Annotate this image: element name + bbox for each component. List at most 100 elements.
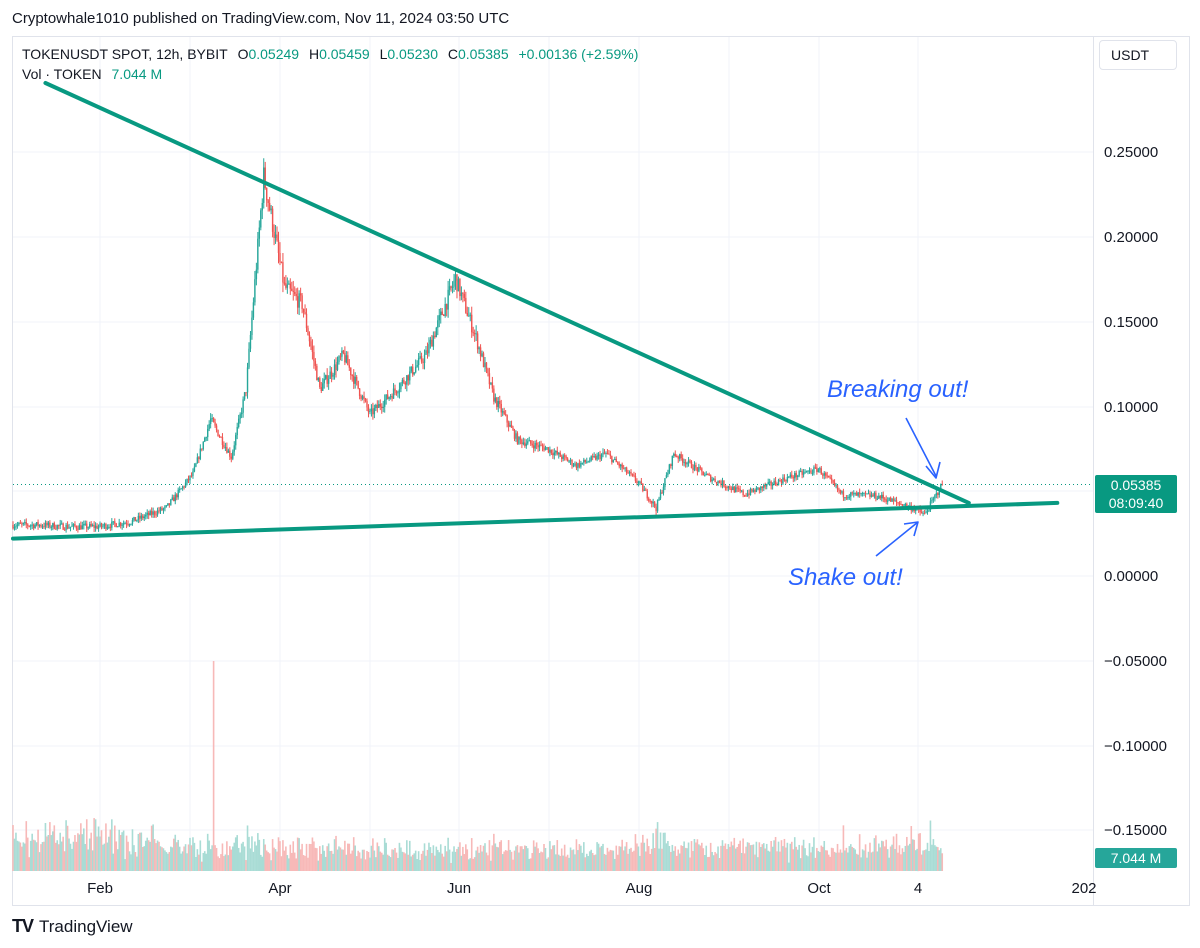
symbol-label[interactable]: TOKENUSDT SPOT, 12h, BYBIT xyxy=(22,46,228,62)
candle-body xyxy=(97,526,100,529)
candle-body xyxy=(347,355,349,366)
candle-body xyxy=(13,526,16,529)
candle-body xyxy=(565,456,567,459)
volume-bar xyxy=(732,845,734,871)
volume-bar xyxy=(652,833,654,871)
volume-bar xyxy=(273,847,275,871)
candle-body xyxy=(192,471,194,476)
volume-bar xyxy=(22,842,25,871)
candle-body xyxy=(802,472,805,475)
volume-bar xyxy=(243,846,246,871)
volume-bar xyxy=(718,857,721,871)
volume-bar xyxy=(140,832,143,871)
volume-bar xyxy=(202,852,205,871)
candle-body xyxy=(928,510,930,512)
volume-bar xyxy=(563,844,566,871)
volume-bar xyxy=(226,841,228,871)
volume-bar xyxy=(619,846,622,871)
volume-bar xyxy=(124,859,126,871)
volume-bar xyxy=(938,850,941,871)
volume-bar xyxy=(478,852,480,871)
price-scale[interactable] xyxy=(1094,36,1190,906)
volume-bar xyxy=(779,851,781,871)
candle-body xyxy=(876,498,879,500)
candle-body xyxy=(261,202,263,211)
candle-body xyxy=(794,473,796,479)
volume-bar xyxy=(550,849,553,871)
candle-body xyxy=(845,497,848,499)
candle-body xyxy=(423,354,426,363)
volume-bar xyxy=(516,845,519,871)
candle-body xyxy=(572,465,575,467)
candle-body xyxy=(698,467,700,472)
candle-body xyxy=(308,335,311,342)
candle-body xyxy=(606,452,609,454)
shakeout-annotation: Shake out! xyxy=(788,564,903,591)
volume-bar xyxy=(192,837,194,871)
volume-bar xyxy=(29,840,32,871)
volume-bar xyxy=(71,848,73,871)
candle-body xyxy=(814,467,817,469)
candle-body xyxy=(524,442,526,446)
candle-body xyxy=(485,362,488,369)
volume-bar xyxy=(535,842,538,871)
candle-body xyxy=(639,481,641,483)
candle-body xyxy=(68,527,70,529)
currency-button[interactable]: USDT xyxy=(1099,40,1177,70)
volume-bar xyxy=(316,848,318,871)
candle-body xyxy=(246,367,249,393)
volume-bar xyxy=(62,836,64,871)
volume-label[interactable]: Vol · TOKEN xyxy=(22,66,102,82)
candle-body xyxy=(709,475,712,482)
y-tick-label: 0.15000 xyxy=(1104,314,1159,331)
volume-bar xyxy=(733,837,736,871)
candle-body xyxy=(294,292,296,294)
volume-row: Vol · TOKEN 7.044 M xyxy=(22,64,638,84)
candle-body xyxy=(838,489,840,491)
last-price-tag: 0.05385 08:09:40 xyxy=(1095,475,1177,513)
candle-body xyxy=(404,382,407,385)
candle-body xyxy=(463,293,466,298)
volume-bar xyxy=(712,855,715,871)
candle-body xyxy=(510,424,513,428)
volume-bar xyxy=(234,837,237,871)
volume-bar xyxy=(231,846,234,871)
volume-bar xyxy=(909,843,911,871)
volume-bar xyxy=(389,857,392,871)
volume-bar xyxy=(400,847,402,871)
candle-body xyxy=(479,347,482,357)
candle-body xyxy=(255,269,258,280)
volume-bar xyxy=(285,846,287,871)
volume-bar xyxy=(634,834,637,871)
candle-body xyxy=(153,511,156,515)
volume-bar xyxy=(555,854,557,871)
volume-bar xyxy=(665,843,668,871)
candle-body xyxy=(671,455,674,466)
volume-bar xyxy=(43,841,45,871)
volume-bar xyxy=(342,849,345,871)
volume-bar xyxy=(355,856,358,871)
tradingview-brand[interactable]: TV TradingView xyxy=(12,916,133,937)
volume-bar xyxy=(411,854,414,871)
volume-bar xyxy=(459,842,461,871)
chart-pane[interactable] xyxy=(12,36,1094,906)
volume-bar xyxy=(96,836,98,871)
volume-bar xyxy=(577,850,579,871)
candle-body xyxy=(280,261,283,263)
candle-body xyxy=(792,477,794,479)
volume-bar xyxy=(321,845,324,871)
candle-body xyxy=(335,364,337,370)
volume-bar xyxy=(736,846,739,871)
volume-bar xyxy=(69,843,72,871)
y-tick-label: 0.10000 xyxy=(1104,399,1159,416)
candle-body xyxy=(263,167,265,203)
volume-bar xyxy=(671,844,674,871)
volume-bar xyxy=(746,842,749,871)
candle-body xyxy=(782,477,784,484)
candle-body xyxy=(448,286,451,290)
volume-bar xyxy=(920,854,923,871)
volume-bar xyxy=(60,841,63,871)
volume-bar xyxy=(175,842,178,871)
candle-body xyxy=(850,492,852,497)
